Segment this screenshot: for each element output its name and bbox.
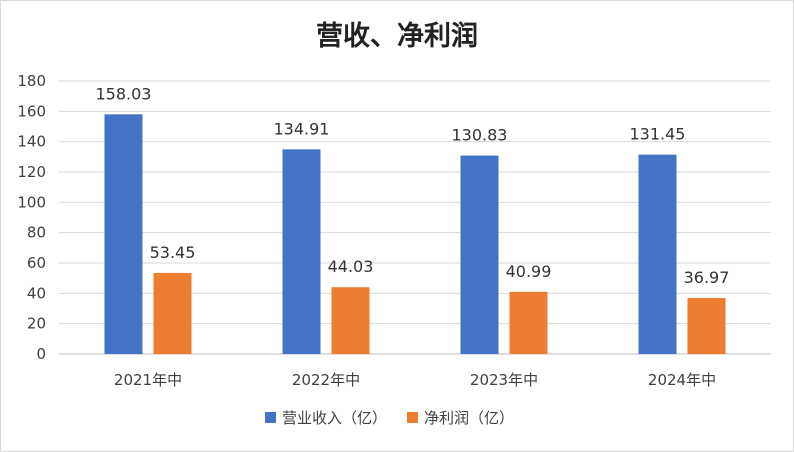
y-tick-label: 40 — [27, 284, 46, 302]
data-label: 36.97 — [684, 268, 730, 287]
bar-series1 — [104, 114, 143, 354]
y-axis-ticks: 0 20 40 60 80 100 120 140 160 180 — [17, 72, 46, 363]
x-axis-ticks: 2021年中 2022年中 2023年中 2024年中 — [114, 371, 716, 389]
y-tick-label: 100 — [17, 193, 46, 211]
data-label: 134.91 — [274, 119, 330, 138]
x-tick-label: 2022年中 — [292, 371, 360, 389]
y-tick-label: 120 — [17, 163, 46, 181]
y-tick-label: 60 — [27, 254, 46, 272]
bar-series2 — [331, 287, 370, 354]
data-label: 158.03 — [96, 84, 152, 103]
x-tick-label: 2023年中 — [470, 371, 538, 389]
bar-series2 — [687, 297, 726, 354]
y-tick-label: 180 — [17, 72, 46, 90]
bar-series2 — [153, 272, 192, 354]
y-tick-label: 0 — [36, 345, 46, 363]
y-tick-label: 160 — [17, 102, 46, 120]
data-label: 53.45 — [150, 243, 196, 262]
legend-item-series2: 净利润（亿） — [407, 409, 514, 427]
data-label: 130.83 — [452, 126, 508, 145]
bar-series1 — [282, 149, 321, 354]
bars — [104, 114, 726, 354]
x-tick-label: 2024年中 — [648, 371, 716, 389]
legend: 营业收入（亿） 净利润（亿） — [265, 409, 514, 427]
data-labels: 158.03 53.45 134.91 44.03 130.83 40.99 131.45 3… — [96, 84, 730, 287]
data-label: 131.45 — [630, 125, 686, 144]
legend-label: 净利润（亿） — [424, 409, 514, 427]
bar-series1 — [638, 154, 677, 354]
x-tick-label: 2021年中 — [114, 371, 182, 389]
legend-swatch — [407, 412, 418, 423]
bar-series1 — [460, 155, 499, 354]
data-label: 44.03 — [328, 257, 374, 276]
legend-item-series1: 营业收入（亿） — [265, 409, 387, 427]
bar-series2 — [509, 291, 548, 354]
y-tick-label: 140 — [17, 133, 46, 151]
y-tick-label: 20 — [27, 315, 46, 333]
chart-title: 营收、净利润 — [316, 20, 478, 52]
legend-label: 营业收入（亿） — [282, 409, 387, 427]
legend-swatch — [265, 412, 276, 423]
y-tick-label: 80 — [27, 224, 46, 242]
data-label: 40.99 — [506, 262, 552, 281]
